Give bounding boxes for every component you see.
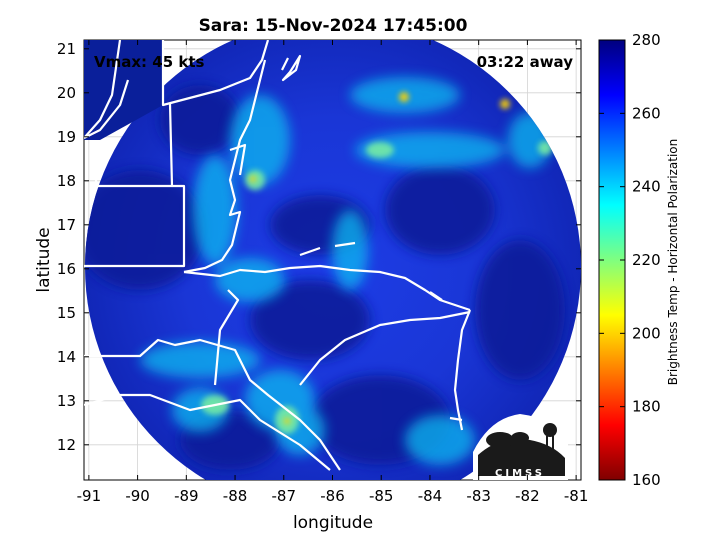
colorbar-tick-label: 180 [632, 398, 661, 416]
colorbar-tick-label: 160 [632, 471, 661, 489]
map-axes: Vmax: 45 kts 03:22 away CIMSS -91 -90 -89-… [57, 39, 589, 505]
coastlines [84, 40, 571, 471]
x-tick-label: -82 [515, 487, 540, 505]
colorbar-label: Brightness Temp - Horizontal Polarizatio… [666, 139, 680, 386]
x-tick-label: -83 [466, 487, 491, 505]
x-axis-label: longitude [293, 513, 373, 533]
x-tick-label: -81 [564, 487, 589, 505]
x-tick-label: -89 [174, 487, 199, 505]
colorbar-tick-label: 220 [632, 251, 661, 269]
colorbar-ticks: 280 260 240 220 200 180 160 [599, 31, 661, 489]
y-tick-label: 20 [57, 84, 76, 102]
chart-title: Sara: 15-Nov-2024 17:45:00 [199, 16, 468, 36]
colorbar-tick-label: 260 [632, 104, 661, 122]
x-axis-ticks: -91 -90 -89 -88 -87 -86 -85 -84 -83 -82 -81 [77, 40, 589, 505]
x-tick-label: -84 [418, 487, 443, 505]
y-axis-label: latitude [34, 227, 54, 292]
colorbar-tick-label: 240 [632, 178, 661, 196]
y-tick-label: 13 [57, 392, 76, 410]
x-tick-label: -90 [125, 487, 150, 505]
x-tick-label: -87 [272, 487, 297, 505]
colorbar: 280 260 240 220 200 180 160 Brightness Temp - … [598, 31, 680, 489]
vmax-label: Vmax: 45 kts [94, 53, 204, 71]
y-tick-label: 16 [57, 260, 76, 278]
colorbar-tick-label: 280 [632, 31, 661, 49]
y-tick-label: 21 [57, 40, 76, 58]
x-tick-label: -88 [223, 487, 248, 505]
y-axis-ticks: 21 20 19 18 17 16 15 14 13 12 [57, 40, 581, 454]
y-tick-label: 14 [57, 348, 76, 366]
y-tick-label: 18 [57, 172, 76, 190]
x-tick-label: -86 [320, 487, 345, 505]
time-away-label: 03:22 away [477, 53, 574, 71]
cimss-logo: CIMSS [473, 414, 568, 480]
x-tick-label: -91 [77, 487, 102, 505]
y-tick-label: 15 [57, 304, 76, 322]
x-tick-label: -85 [369, 487, 394, 505]
y-tick-label: 17 [57, 216, 76, 234]
colorbar-tick-label: 200 [632, 324, 661, 342]
logo-text: CIMSS [495, 468, 545, 479]
y-tick-label: 12 [57, 436, 76, 454]
y-tick-label: 19 [57, 128, 76, 146]
